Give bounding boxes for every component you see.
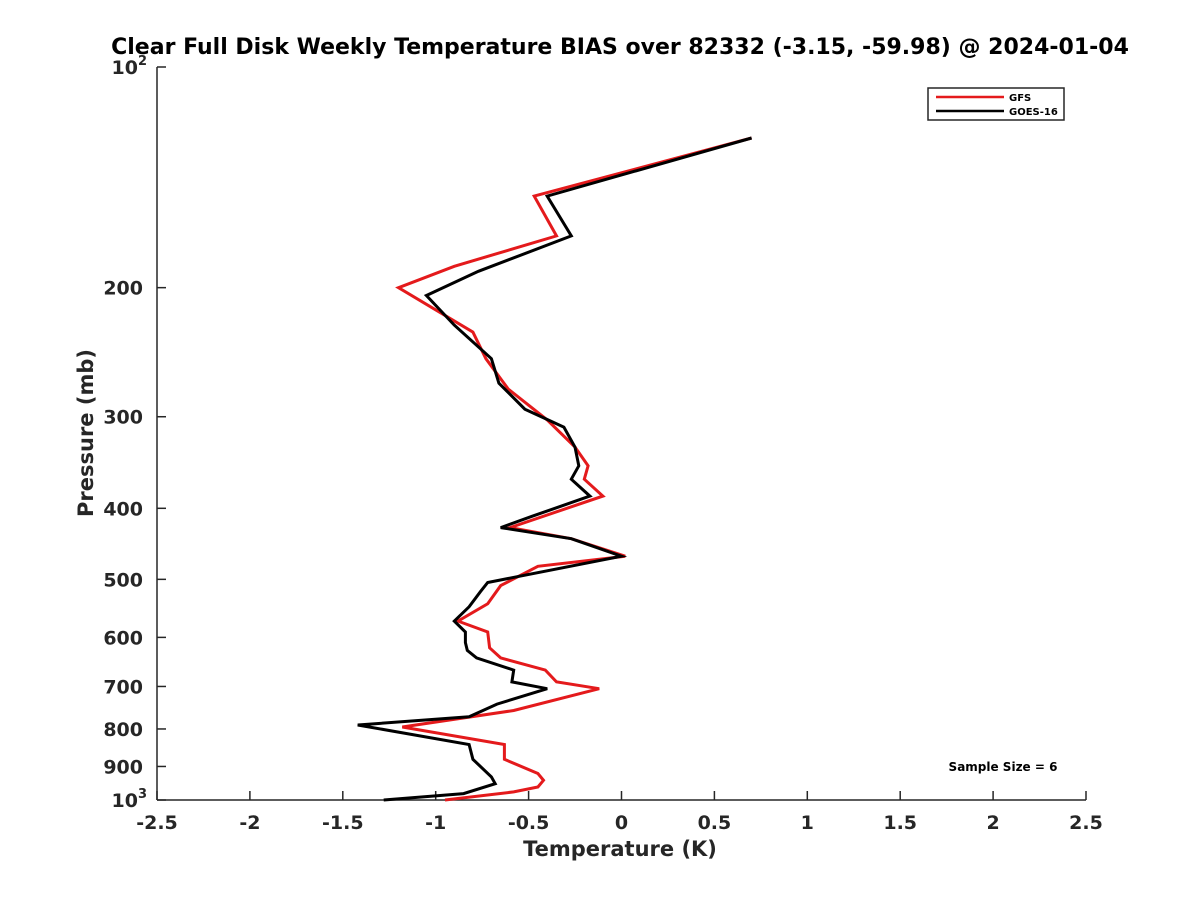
x-tick-label: 1 xyxy=(801,812,814,834)
y-tick-base: 10 xyxy=(112,57,138,79)
y-tick-exponent: 2 xyxy=(138,54,147,69)
y-tick-label: 400 xyxy=(103,498,143,520)
y-tick-label: 700 xyxy=(103,676,143,698)
x-tick-label: -0.5 xyxy=(508,812,550,834)
series-line-goes16 xyxy=(357,136,753,802)
x-tick-label: -2 xyxy=(239,812,260,834)
y-tick-label: 800 xyxy=(103,719,143,741)
y-tick-label: 103 xyxy=(112,787,148,812)
y-tick-base: 10 xyxy=(112,790,138,812)
y-axis-label: Pressure (mb) xyxy=(74,349,98,517)
x-tick-label: -1 xyxy=(425,812,446,834)
plot-area: -2.5 -2 -1.5 -1 -0.5 0 0.5 1 1.5 2 2.5 10220030040… xyxy=(103,54,1103,834)
x-axis-label: Temperature (K) xyxy=(523,837,717,861)
x-axis-ticks: -2.5 -2 -1.5 -1 -0.5 0 0.5 1 1.5 2 2.5 xyxy=(136,791,1103,834)
y-tick-label: 500 xyxy=(103,569,143,591)
x-tick-label: 2.5 xyxy=(1069,812,1103,834)
legend: GFS GOES-16 xyxy=(927,87,1065,121)
chart-title: Clear Full Disk Weekly Temperature BIAS … xyxy=(111,35,1129,60)
x-tick-label: 1.5 xyxy=(883,812,917,834)
y-tick-label: 300 xyxy=(103,407,143,429)
y-tick-exponent: 3 xyxy=(138,787,147,802)
x-tick-label: 0.5 xyxy=(698,812,732,834)
y-tick-label: 102 xyxy=(112,54,148,79)
series-layer xyxy=(357,136,753,802)
x-tick-label: -1.5 xyxy=(322,812,364,834)
x-tick-label: 0 xyxy=(615,812,628,834)
legend-label-goes16: GOES-16 xyxy=(1009,107,1058,118)
legend-box xyxy=(927,87,1065,121)
y-tick-label: 900 xyxy=(103,756,143,778)
x-tick-label: -2.5 xyxy=(136,812,178,834)
sample-size-annotation: Sample Size = 6 xyxy=(949,760,1058,774)
y-tick-label: 600 xyxy=(103,627,143,649)
x-tick-label: 2 xyxy=(986,812,999,834)
legend-label-gfs: GFS xyxy=(1009,93,1031,104)
y-tick-label: 200 xyxy=(103,278,143,300)
